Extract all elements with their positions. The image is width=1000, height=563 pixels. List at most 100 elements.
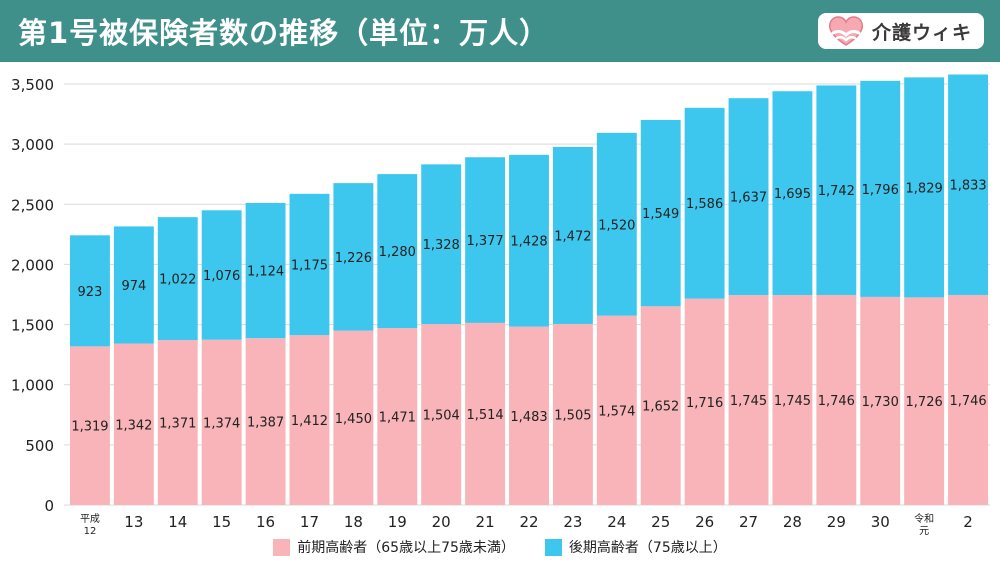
bar-early <box>157 340 198 505</box>
bar-late <box>684 107 725 299</box>
data-label-late: 1,695 <box>774 187 811 202</box>
bar-late <box>904 77 945 298</box>
bar-late <box>640 119 681 307</box>
data-label-late: 1,175 <box>291 258 328 273</box>
data-label-late: 1,520 <box>598 218 635 233</box>
bar-early <box>113 343 154 505</box>
legend-item-late[interactable]: 後期高齢者（75歳以上） <box>544 537 727 557</box>
data-label-early: 1,374 <box>203 416 240 431</box>
data-label-late: 1,076 <box>203 269 240 284</box>
bar-early <box>728 295 769 505</box>
data-label-early: 1,746 <box>949 394 986 409</box>
data-label-late: 1,022 <box>159 273 196 288</box>
data-label-early: 1,514 <box>466 408 503 423</box>
bar-early <box>904 297 945 505</box>
bar-late <box>465 157 506 323</box>
data-label-early: 1,471 <box>379 411 416 426</box>
data-label-early: 1,450 <box>335 412 372 427</box>
data-label-late: 1,428 <box>510 235 547 250</box>
data-label-early: 1,342 <box>115 418 152 433</box>
x-tick-label: 2 <box>963 513 973 531</box>
data-label-early: 1,726 <box>906 395 943 410</box>
bar-early <box>552 323 593 505</box>
y-tick-label: 3,000 <box>11 136 54 154</box>
data-label-late: 1,226 <box>335 251 372 266</box>
bar-late <box>816 85 857 295</box>
legend-label-late: 後期高齢者（75歳以上） <box>568 540 727 556</box>
bar-early <box>465 322 506 505</box>
x-tick-label: 15 <box>212 513 231 531</box>
bar-late <box>70 235 110 347</box>
data-label-early: 1,504 <box>423 409 460 424</box>
data-label-early: 1,730 <box>862 395 899 410</box>
x-tick-label: 21 <box>476 513 495 531</box>
x-tick-label: 23 <box>563 513 582 531</box>
y-tick-label: 2,500 <box>11 196 54 214</box>
bar-late <box>596 132 637 316</box>
legend-item-early[interactable]: 前期高齢者（65歳以上75歳未満） <box>273 537 515 557</box>
legend-swatch-early <box>273 538 291 556</box>
bar-early <box>245 338 286 505</box>
x-tick-label: 令和 <box>914 512 934 525</box>
y-tick-label: 1,000 <box>11 377 54 395</box>
data-label-early: 1,574 <box>598 404 635 419</box>
y-tick-label: 0 <box>44 497 54 515</box>
bar-early <box>421 324 462 505</box>
data-label-late: 1,586 <box>686 197 723 212</box>
bar-late <box>245 202 286 339</box>
bar-early <box>70 346 110 505</box>
bar-early <box>377 328 418 505</box>
bar-late <box>113 226 154 344</box>
x-tick-label: 18 <box>344 513 363 531</box>
brand-name: 介護ウィキ <box>871 21 972 44</box>
data-label-early: 1,652 <box>642 400 679 415</box>
y-axis: 0 500 1,000 1,500 2,000 2,500 3,000 3,500 <box>11 76 54 515</box>
x-tick-label: 元 <box>919 526 929 537</box>
y-tick-label: 2,000 <box>11 256 54 274</box>
bar-early <box>289 335 330 505</box>
bar-late <box>289 193 330 336</box>
bar-late <box>948 74 988 295</box>
x-tick-label: 26 <box>695 513 714 531</box>
x-tick-label: 28 <box>783 513 802 531</box>
bar-late <box>157 217 198 341</box>
data-label-late: 1,549 <box>642 207 679 222</box>
data-label-late: 1,796 <box>862 183 899 198</box>
data-label-late: 1,472 <box>554 229 591 244</box>
x-tick-label: 22 <box>519 513 538 531</box>
heart-hands-icon <box>828 16 864 46</box>
data-label-early: 1,505 <box>554 408 591 423</box>
bar-late <box>728 98 769 296</box>
data-label-late: 1,124 <box>247 265 284 280</box>
bar-late <box>377 174 418 329</box>
bar-late <box>509 154 549 327</box>
page-title: 第1号被保険者数の推移（単位：万人） <box>18 16 550 50</box>
data-label-early: 1,746 <box>818 394 855 409</box>
y-tick-label: 3,500 <box>11 76 54 94</box>
data-label-late: 923 <box>78 285 103 300</box>
data-label-late: 1,377 <box>466 234 503 249</box>
bar-late <box>772 91 813 296</box>
data-label-early: 1,745 <box>774 394 811 409</box>
x-tick-label: 12 <box>84 526 97 537</box>
data-label-early: 1,412 <box>291 414 328 429</box>
brand-logo[interactable]: 介護ウィキ <box>817 13 984 49</box>
x-tick-label: 30 <box>871 513 890 531</box>
data-label-early: 1,319 <box>71 420 108 435</box>
x-tick-label: 17 <box>300 513 319 531</box>
data-label-late: 1,637 <box>730 191 767 206</box>
data-label-late: 974 <box>121 279 146 294</box>
data-label-late: 1,829 <box>906 181 943 196</box>
data-label-late: 1,328 <box>423 238 460 253</box>
bar-early <box>333 330 374 505</box>
x-tick-label: 19 <box>388 513 407 531</box>
legend-label-early: 前期高齢者（65歳以上75歳未満） <box>297 540 515 556</box>
bar-early <box>684 298 725 505</box>
data-label-late: 1,280 <box>379 245 416 260</box>
x-axis: 平成12年度1314151617181920212223242526272829… <box>80 512 973 537</box>
header-bar: 第1号被保険者数の推移（単位：万人） 介護ウィキ <box>0 0 1000 62</box>
x-tick-label: 14 <box>168 513 187 531</box>
bar-early <box>772 295 813 505</box>
data-label-early: 1,483 <box>510 410 547 425</box>
data-label-early: 1,745 <box>730 394 767 409</box>
